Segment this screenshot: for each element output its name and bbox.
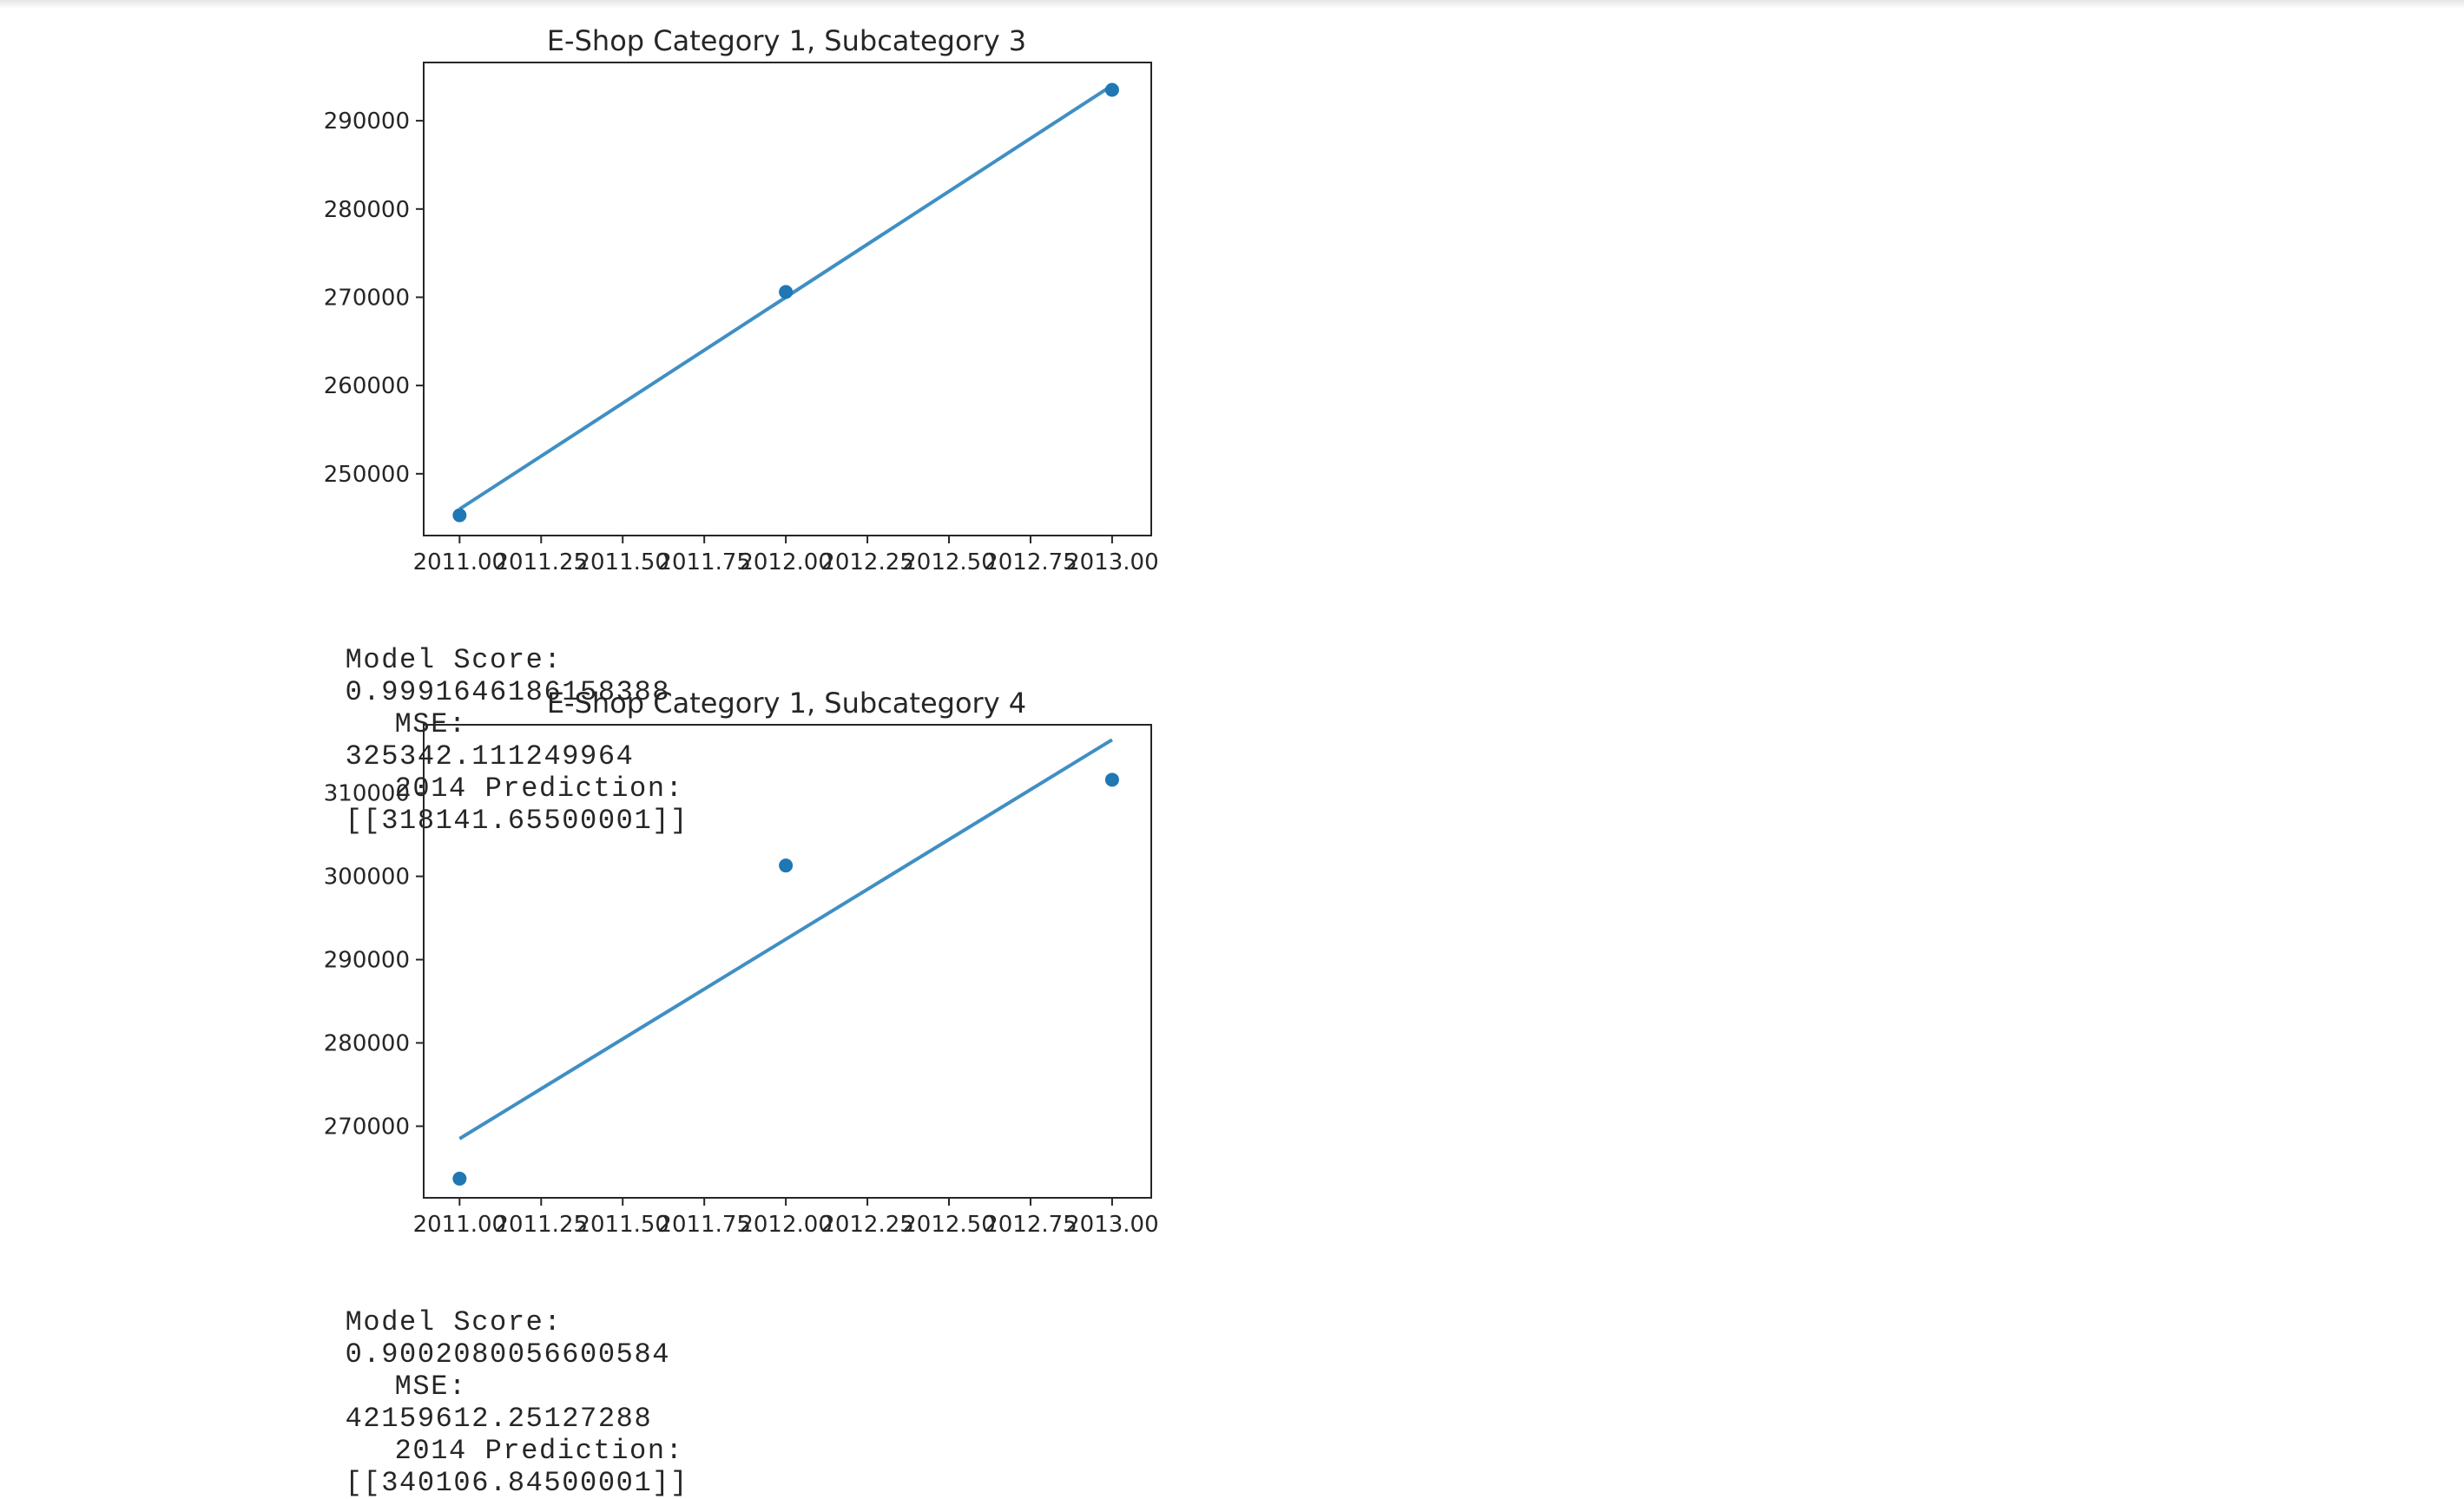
x-tick-label: 2012.00: [739, 549, 833, 575]
data-point: [452, 508, 467, 523]
x-tick-label: 2012.25: [820, 1212, 914, 1238]
chart-title: E-Shop Category 1, Subcategory 3: [547, 24, 1026, 57]
y-tick-label: 280000: [324, 1031, 410, 1057]
y-tick-label: 270000: [324, 1114, 410, 1140]
x-tick-label: 2011.25: [495, 549, 589, 575]
model-score-label: Model Score:: [345, 1306, 563, 1338]
model-score-value: 0.9002080056600584: [345, 1338, 671, 1371]
y-tick-label: 280000: [324, 197, 410, 223]
y-tick-label: 300000: [324, 865, 410, 891]
x-tick-label: 2011.75: [657, 1212, 751, 1238]
scatter-plot-subcategory-4: E-Shop Category 1, Subcategory 4 2011.00…: [324, 687, 1159, 1238]
prediction-label: 2014 Prediction:: [394, 1435, 684, 1467]
model-score-label: Model Score:: [345, 644, 563, 676]
mse-value: 325342.111249964: [345, 740, 635, 773]
scatter-plot-subcategory-3: E-Shop Category 1, Subcategory 3 2011.00…: [324, 24, 1159, 575]
x-tick-label: 2012.50: [902, 549, 996, 575]
x-tick-label: 2012.00: [739, 1212, 833, 1238]
x-tick-label: 2012.75: [984, 1212, 1077, 1238]
y-tick-label: 260000: [324, 373, 410, 399]
data-point: [779, 858, 794, 873]
x-tick-label: 2011.50: [576, 549, 669, 575]
model-output-line: Model Score: 0.9002080056600584 MSE: 421…: [309, 1274, 688, 1499]
axis-ticks: 2011.002011.252011.502011.752012.002012.…: [324, 781, 1159, 1238]
regression-line: [458, 738, 1113, 1141]
x-tick-label: 2012.75: [984, 549, 1077, 575]
data-point: [1104, 773, 1119, 787]
mse-label: MSE:: [394, 1371, 467, 1403]
y-tick-label: 290000: [324, 948, 410, 974]
model-score-value: 0.9991646186158388: [345, 676, 671, 708]
x-tick-label: 2012.50: [902, 1212, 996, 1238]
plot-marks: [452, 738, 1119, 1186]
data-point: [779, 285, 794, 299]
model-output-line: Model Score: 0.9991646186158388 MSE: 325…: [309, 612, 688, 837]
plot-frame: [423, 724, 1152, 1199]
plot-marks: [452, 82, 1119, 523]
top-bar: [0, 0, 2464, 9]
chart-title: E-Shop Category 1, Subcategory 4: [547, 687, 1026, 720]
x-tick-label: 2011.00: [413, 549, 507, 575]
prediction-value: [[340106.84500001]]: [345, 1467, 688, 1499]
data-point: [452, 1171, 467, 1186]
plot-frame: [423, 62, 1152, 536]
x-tick-label: 2011.75: [657, 549, 751, 575]
y-tick-label: 270000: [324, 285, 410, 311]
x-tick-label: 2013.00: [1065, 549, 1159, 575]
prediction-value: [[318141.65500001]]: [345, 805, 688, 837]
x-tick-label: 2011.25: [495, 1212, 589, 1238]
x-tick-label: 2012.25: [820, 549, 914, 575]
y-tick-label: 250000: [324, 462, 410, 488]
data-point: [1104, 82, 1119, 97]
mse-value: 42159612.25127288: [345, 1403, 653, 1435]
x-tick-label: 2013.00: [1065, 1212, 1159, 1238]
axis-ticks: 2011.002011.252011.502011.752012.002012.…: [324, 108, 1159, 575]
y-tick-label: 310000: [324, 781, 410, 807]
y-tick-label: 290000: [324, 108, 410, 135]
x-tick-label: 2011.00: [413, 1212, 507, 1238]
x-tick-label: 2011.50: [576, 1212, 669, 1238]
prediction-label: 2014 Prediction:: [394, 773, 684, 805]
